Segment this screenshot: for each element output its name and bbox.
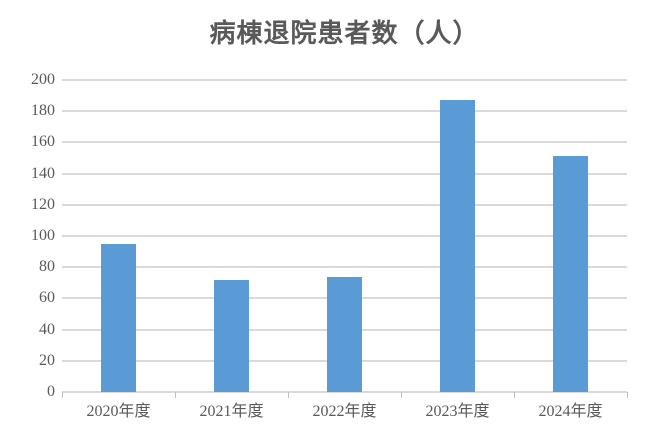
x-axis-tick-mark (288, 392, 289, 398)
y-axis-tick-label: 140 (31, 164, 55, 182)
bar-2021年度 (214, 280, 249, 392)
plot-area (62, 79, 627, 393)
x-axis-tick-label: 2024年度 (538, 403, 603, 420)
x-axis-tick-mark (627, 392, 628, 398)
x-axis-tick-mark (401, 392, 402, 398)
gridline (62, 235, 627, 237)
y-axis-tick-label: 0 (47, 383, 55, 400)
y-axis-tick-label: 20 (39, 351, 55, 369)
chart-title: 病棟退院患者数（人） (209, 18, 480, 48)
y-axis-tick-label: 160 (31, 133, 55, 151)
x-axis-tick-label: 2023年度 (425, 403, 490, 420)
gridline (62, 391, 627, 393)
bar-2022年度 (327, 277, 362, 392)
gridline (62, 79, 627, 81)
x-axis-tick-mark (175, 392, 176, 398)
y-axis-tick-label: 200 (31, 71, 55, 88)
bar-2020年度 (101, 244, 136, 392)
y-axis-tick-label: 80 (39, 258, 55, 276)
x-axis-tick-label: 2022年度 (312, 403, 377, 420)
y-axis-tick-label: 100 (31, 227, 55, 244)
x-axis-tick-mark (62, 392, 63, 398)
x-axis-tick-label: 2020年度 (86, 403, 151, 420)
bar-2024年度 (553, 156, 588, 392)
y-axis-tick-label: 120 (31, 195, 55, 213)
gridline (62, 110, 627, 112)
bar-2023年度 (440, 100, 475, 392)
gridline (62, 266, 627, 268)
y-axis-tick-label: 60 (39, 289, 55, 307)
gridline (62, 173, 627, 175)
x-axis-tick-mark (514, 392, 515, 398)
y-axis-tick-label: 180 (31, 102, 55, 120)
y-axis-tick-label: 40 (39, 320, 55, 338)
x-axis-tick-label: 2021年度 (199, 403, 264, 420)
gridline (62, 204, 627, 206)
gridline (62, 141, 627, 143)
